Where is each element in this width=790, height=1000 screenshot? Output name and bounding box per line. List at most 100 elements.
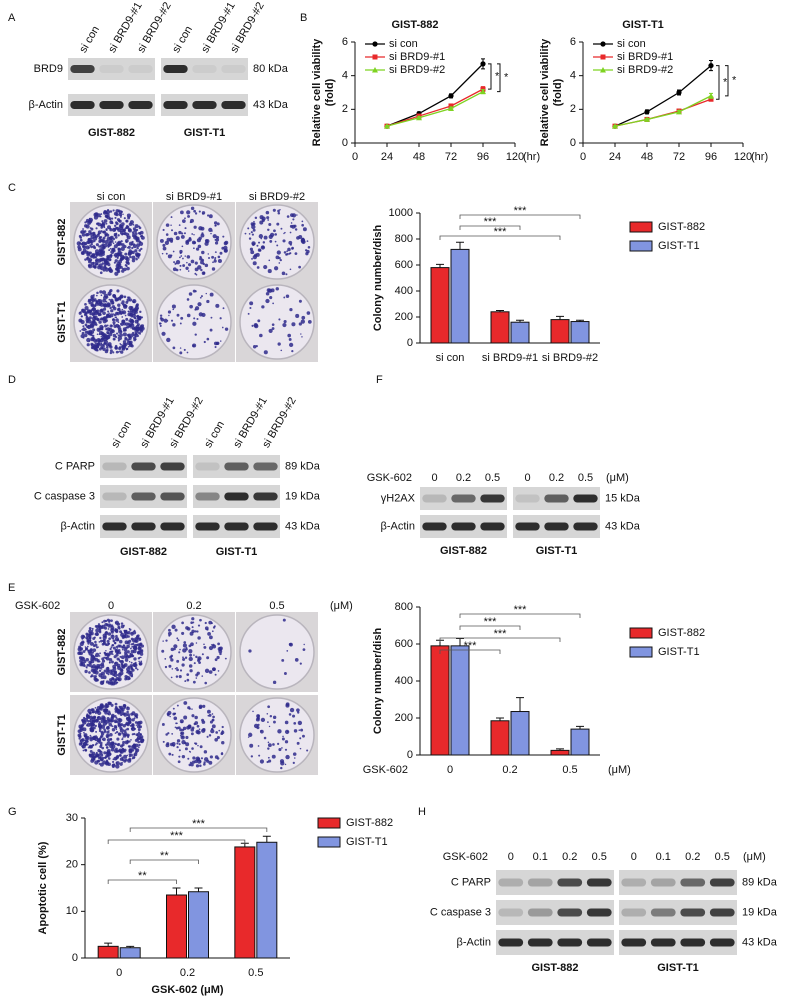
colony xyxy=(301,336,303,338)
colony xyxy=(176,668,179,672)
colony xyxy=(130,724,134,727)
colony xyxy=(291,213,297,218)
colony xyxy=(105,348,109,352)
colony xyxy=(107,342,112,347)
colony xyxy=(260,717,266,723)
colony xyxy=(103,266,107,270)
colony xyxy=(92,736,96,741)
colony xyxy=(94,707,97,709)
colony xyxy=(253,723,259,729)
colony xyxy=(204,621,207,625)
significance-label: ** xyxy=(160,850,169,862)
x-tick-label: 96 xyxy=(705,151,717,163)
colony xyxy=(111,305,116,309)
colony xyxy=(90,657,94,661)
colony xyxy=(80,656,85,661)
colony xyxy=(117,327,122,332)
colony xyxy=(79,740,82,743)
dose-label: 0.2 xyxy=(685,851,700,863)
colony xyxy=(106,208,110,212)
colony xyxy=(185,647,188,651)
colony xyxy=(90,756,92,758)
colony xyxy=(254,253,258,257)
colony xyxy=(80,724,84,728)
colony xyxy=(125,655,130,659)
colony xyxy=(88,217,91,220)
colony xyxy=(289,707,295,713)
colony xyxy=(117,219,121,223)
colony xyxy=(114,241,117,243)
colony xyxy=(116,332,119,335)
colony xyxy=(117,307,121,312)
colony xyxy=(134,738,138,742)
significance-bracket xyxy=(725,65,729,97)
y-tick-label: 0 xyxy=(407,337,413,349)
blot-band xyxy=(586,938,612,947)
colony xyxy=(131,231,135,234)
x-tick-label: 0.2 xyxy=(502,764,517,776)
lane-label: si con xyxy=(202,419,227,450)
colony xyxy=(193,662,196,665)
blot-band xyxy=(128,101,153,109)
colony xyxy=(100,639,103,643)
colony xyxy=(108,267,112,271)
colony xyxy=(219,317,222,320)
colony xyxy=(285,294,290,298)
colony xyxy=(122,213,124,216)
colony xyxy=(177,760,181,764)
colony xyxy=(119,350,121,352)
legend-label: GIST-882 xyxy=(658,221,705,233)
colony xyxy=(159,324,162,327)
error-bar xyxy=(172,887,181,895)
colony xyxy=(110,630,114,634)
colony xyxy=(91,629,94,632)
colony xyxy=(294,252,298,255)
colony xyxy=(93,315,96,319)
colony xyxy=(125,300,129,304)
colony xyxy=(85,647,89,651)
significance-label: *** xyxy=(484,616,498,628)
colony xyxy=(187,757,190,760)
colony xyxy=(79,311,82,314)
colony xyxy=(121,222,125,226)
colony xyxy=(127,345,130,348)
colony xyxy=(198,704,203,709)
colony xyxy=(174,628,178,632)
colony xyxy=(178,749,181,752)
colony xyxy=(90,236,94,240)
colony xyxy=(101,220,104,223)
colony xyxy=(172,346,176,350)
colony xyxy=(86,343,90,347)
colony xyxy=(126,754,129,757)
colony xyxy=(137,331,141,335)
colony xyxy=(202,212,204,215)
colony xyxy=(283,232,285,235)
colony xyxy=(102,307,107,311)
colony xyxy=(213,259,217,263)
colony xyxy=(107,681,111,685)
bar xyxy=(430,267,450,344)
colony xyxy=(201,232,204,235)
colony xyxy=(131,718,135,722)
colony xyxy=(100,338,103,341)
colony xyxy=(98,239,102,243)
colony xyxy=(166,742,170,746)
bar xyxy=(430,645,450,756)
colony xyxy=(195,729,200,734)
colony xyxy=(185,241,190,245)
colony xyxy=(222,307,225,310)
colony xyxy=(269,240,273,243)
colony xyxy=(181,728,185,732)
colony xyxy=(221,741,225,745)
colony xyxy=(186,313,191,318)
colony xyxy=(188,644,192,648)
x-tick-label: 0.5 xyxy=(562,764,577,776)
colony xyxy=(121,308,124,311)
panel-letter: F xyxy=(376,374,383,386)
colony xyxy=(117,321,120,324)
unit-label: (μM) xyxy=(330,600,353,612)
colony xyxy=(162,640,164,642)
colony xyxy=(136,721,140,724)
blot-row-label: C PARP xyxy=(55,460,95,472)
colony xyxy=(159,238,164,243)
